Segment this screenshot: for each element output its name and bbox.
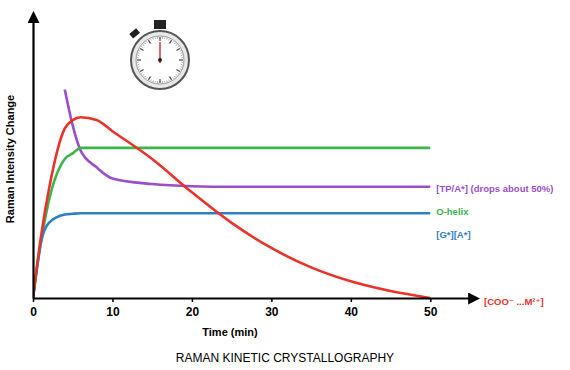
stopwatch-tick bbox=[138, 52, 139, 53]
stopwatch-tick bbox=[168, 80, 170, 81]
x-axis-line bbox=[34, 297, 471, 299]
x-axis-title: Time (min) bbox=[202, 326, 258, 338]
stopwatch-tick bbox=[140, 70, 143, 72]
stopwatch-tick bbox=[179, 59, 183, 60]
stopwatch-tick bbox=[180, 50, 181, 52]
stopwatch-tick bbox=[157, 37, 158, 38]
stopwatch-tick bbox=[140, 49, 143, 51]
stopwatch-tick bbox=[145, 76, 146, 77]
y-axis-title: Raman Intensity Change bbox=[4, 95, 16, 223]
stopwatch-tick bbox=[176, 74, 177, 75]
stopwatch-tick bbox=[150, 39, 152, 40]
stopwatch-tick bbox=[174, 43, 175, 44]
stopwatch-tick bbox=[138, 64, 139, 65]
stopwatch-tick bbox=[137, 59, 141, 60]
stopwatch-tick bbox=[150, 80, 152, 81]
stopwatch-tick bbox=[181, 55, 182, 56]
stopwatch-tick bbox=[155, 38, 156, 39]
series-label: [COO⁻ ...M²⁺] bbox=[484, 296, 544, 307]
x-tick-mark bbox=[430, 298, 432, 302]
stopwatch-tick bbox=[176, 70, 179, 72]
stopwatch-tick bbox=[139, 50, 140, 52]
chart: 0 10 20 30 40 50 [TP/A*] (drops about 50%) O-he… bbox=[0, 0, 570, 370]
x-tick-label: 10 bbox=[106, 305, 120, 319]
x-tick: 50 bbox=[424, 298, 438, 319]
x-tick: 10 bbox=[106, 298, 120, 319]
stopwatch-tick bbox=[159, 37, 160, 41]
stopwatch-tick bbox=[139, 68, 140, 70]
stopwatch-tick bbox=[143, 45, 144, 46]
x-tick: 0 bbox=[30, 298, 37, 319]
stopwatch-tick bbox=[138, 66, 139, 67]
chart-title: RAMAN KINETIC CRYSTALLOGRAPHY bbox=[176, 351, 394, 365]
series-label: O-helix bbox=[436, 206, 469, 217]
series-label: [TP/A*] (drops about 50%) bbox=[436, 183, 553, 194]
stopwatch-tick bbox=[162, 37, 163, 38]
stopwatch-tick bbox=[170, 40, 172, 43]
y-axis-line bbox=[32, 21, 34, 299]
stopwatch-tick bbox=[166, 80, 167, 81]
x-axis: 0 10 20 30 40 50 bbox=[30, 298, 470, 319]
stopwatch-tick bbox=[137, 62, 138, 63]
series-label: [G*][A*] bbox=[436, 229, 470, 240]
x-tick: 20 bbox=[186, 298, 200, 319]
stopwatch-button bbox=[129, 28, 140, 38]
stopwatch-tick bbox=[180, 52, 181, 53]
stopwatch-tick bbox=[137, 57, 138, 58]
stopwatch-tick bbox=[143, 74, 144, 75]
stopwatch-tick bbox=[180, 68, 181, 70]
x-tick-label: 0 bbox=[30, 305, 37, 319]
stopwatch-tick bbox=[176, 49, 179, 51]
stopwatch-tick bbox=[152, 38, 153, 39]
x-tick-mark bbox=[112, 298, 114, 302]
stopwatch-tick bbox=[145, 43, 146, 44]
stopwatch-tick bbox=[181, 57, 182, 58]
x-tick: 40 bbox=[345, 298, 359, 319]
series-line bbox=[33, 117, 430, 298]
x-tick-mark bbox=[351, 298, 353, 302]
stopwatch-tick bbox=[157, 81, 158, 82]
stopwatch-tick bbox=[149, 76, 151, 79]
stopwatch-tick bbox=[141, 46, 142, 48]
stopwatch-tick bbox=[155, 81, 156, 82]
stopwatch-tick bbox=[177, 46, 178, 48]
x-tick-mark bbox=[271, 298, 273, 302]
x-tick-label: 50 bbox=[424, 305, 438, 319]
stopwatch-crown bbox=[154, 20, 166, 29]
stopwatch-tick bbox=[164, 38, 165, 39]
stopwatch-tick bbox=[172, 77, 174, 78]
stopwatch-tick bbox=[181, 64, 182, 65]
stopwatch-tick bbox=[146, 77, 148, 78]
stopwatch-pin bbox=[158, 58, 162, 62]
stopwatch-tick bbox=[166, 38, 167, 39]
stopwatch-icon bbox=[129, 20, 189, 89]
stopwatch-case bbox=[131, 31, 189, 89]
stopwatch-tick bbox=[159, 79, 160, 83]
stopwatch-tick bbox=[138, 55, 139, 56]
stopwatch-tick bbox=[141, 72, 142, 74]
stopwatch-tick bbox=[180, 66, 181, 67]
stopwatch-tick bbox=[164, 81, 165, 82]
x-tick: 30 bbox=[265, 298, 279, 319]
y-axis bbox=[33, 21, 34, 299]
stopwatch-tick bbox=[172, 41, 174, 42]
x-tick-label: 40 bbox=[345, 305, 359, 319]
plot-area bbox=[33, 90, 430, 299]
stopwatch-tick bbox=[181, 62, 182, 63]
stopwatch-tick bbox=[152, 80, 153, 81]
series-line bbox=[65, 90, 430, 187]
stopwatch-face bbox=[136, 36, 184, 84]
stopwatch-tick bbox=[168, 39, 170, 40]
x-tick-label: 20 bbox=[186, 305, 200, 319]
stopwatch-tick bbox=[174, 76, 175, 77]
stopwatch-tick bbox=[170, 76, 172, 79]
stopwatch-tick bbox=[176, 45, 177, 46]
stopwatch-tick bbox=[162, 81, 163, 82]
stopwatch-tick bbox=[177, 72, 178, 74]
x-tick-mark bbox=[192, 298, 194, 302]
stopwatch-tick bbox=[149, 40, 151, 43]
x-tick-mark bbox=[33, 298, 35, 302]
stopwatch-tick bbox=[146, 41, 148, 42]
x-tick-label: 30 bbox=[265, 305, 279, 319]
